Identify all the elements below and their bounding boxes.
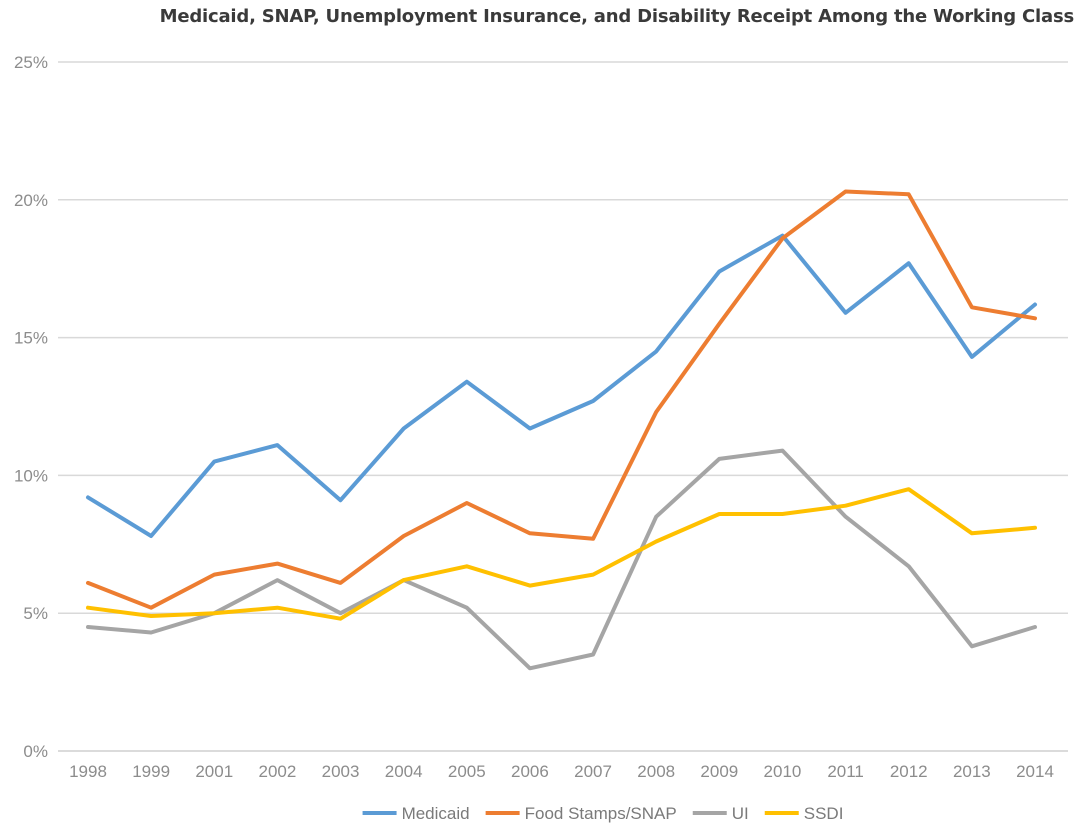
chart-title: Medicaid, SNAP, Unemployment Insurance, … [159,6,1075,27]
x-tick-label: 2003 [322,762,360,781]
x-tick-label: 2008 [637,762,675,781]
series-line-food-stamps-snap [86,189,1037,610]
y-tick-label: 20% [14,191,48,210]
x-tick-label: 2006 [511,762,549,781]
y-tick-label: 15% [14,329,48,348]
y-tick-label: 10% [14,466,48,485]
x-tick-label: 2001 [195,762,233,781]
x-tick-label: 1999 [132,762,170,781]
legend-item: SSDI [764,804,844,823]
legend-item: UI [692,804,749,823]
x-tick-label: 2010 [764,762,802,781]
x-tick-label: 2002 [258,762,296,781]
legend-item: Medicaid [362,804,470,823]
x-tick-label: 2007 [574,762,612,781]
legend-label: Medicaid [402,804,470,823]
legend-item: Food Stamps/SNAP [485,804,677,823]
series-line-ui [86,448,1037,671]
x-tick-label: 1998 [69,762,107,781]
series-lines [86,189,1037,671]
x-tick-label: 2014 [1016,762,1054,781]
legend: Medicaid Food Stamps/SNAP UI SSDI [362,804,844,823]
x-tick-label: 2013 [953,762,991,781]
x-axis-ticks: 1998 1999 2001 2002 2003 2004 2005 2006 2007 2008… [69,762,1054,781]
y-tick-label: 0% [23,742,48,761]
legend-label: SSDI [804,804,844,823]
gridlines [58,61,1068,752]
x-tick-label: 2004 [385,762,423,781]
y-axis-ticks: 0% 5% 10% 15% 20% 25% [14,53,48,761]
x-tick-label: 2009 [700,762,738,781]
legend-label: Food Stamps/SNAP [525,804,677,823]
y-tick-label: 25% [14,53,48,72]
y-tick-label: 5% [23,604,48,623]
series-line-ssdi [86,487,1037,621]
x-tick-label: 2005 [448,762,486,781]
x-tick-label: 2012 [890,762,928,781]
legend-label: UI [732,804,749,823]
series-line-medicaid [86,233,1037,538]
x-tick-label: 2011 [827,762,864,781]
